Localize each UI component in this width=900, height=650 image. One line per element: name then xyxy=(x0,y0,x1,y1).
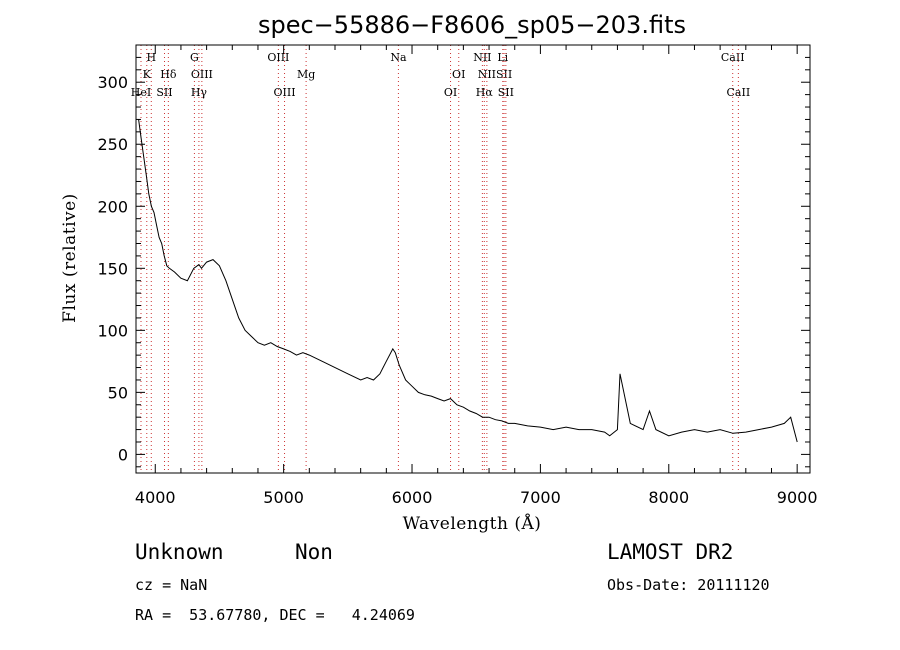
y-tick-label: 200 xyxy=(97,197,128,216)
x-axis-label: Wavelength (Å) xyxy=(403,513,542,534)
y-tick-label: 100 xyxy=(97,321,128,340)
spectral-line-label: H xyxy=(146,51,156,64)
spectral-line-label: NII xyxy=(473,51,491,64)
spectral-line-label: Na xyxy=(390,51,407,64)
y-tick-label: 0 xyxy=(118,445,128,464)
redshift-label: cz = NaN xyxy=(135,576,208,594)
spectral-line-label: OIII xyxy=(191,68,213,81)
y-tick-label: 250 xyxy=(97,135,128,154)
spectral-line-label: NII xyxy=(478,68,496,81)
spectral-line-label: OIII xyxy=(274,86,296,99)
spectral-line-label: K xyxy=(143,68,152,81)
y-axis-label: Flux (relative) xyxy=(60,193,80,323)
y-tick-label: 150 xyxy=(97,259,128,278)
x-tick-label: 4000 xyxy=(135,488,176,507)
spectral-line-label: Hα xyxy=(476,86,494,99)
spectral-line-label: OI xyxy=(444,86,457,99)
class-label: Unknown xyxy=(135,540,224,564)
spectral-line-label: CaII xyxy=(727,86,751,99)
spectral-line-label: SII xyxy=(498,86,514,99)
spectral-line-label: Li xyxy=(497,51,508,64)
obs-date-label: Obs-Date: 20111120 xyxy=(607,576,770,594)
survey-label: LAMOST DR2 xyxy=(607,540,734,564)
axis-ticks: 4000 5000 6000 7000 8000 9000 0 50 100 150 200 250 3… xyxy=(97,44,818,507)
spectrum-line xyxy=(138,119,798,443)
spectral-line-label: CaII xyxy=(721,51,745,64)
x-tick-label: 9000 xyxy=(777,488,818,507)
y-tick-label: 50 xyxy=(108,383,128,402)
spectral-line-label: Mg xyxy=(297,68,315,81)
spectral-line-label: SII xyxy=(496,68,512,81)
spectral-line-label: SII xyxy=(156,86,172,99)
spectral-line-label: OI xyxy=(452,68,465,81)
subclass-label: Non xyxy=(295,540,333,564)
spectral-line-label: Hδ xyxy=(160,68,177,81)
x-tick-label: 7000 xyxy=(520,488,561,507)
coordinates-label: RA = 53.67780, DEC = 4.24069 xyxy=(135,606,415,624)
y-tick-label: 300 xyxy=(97,73,128,92)
spectral-line-label: Hγ xyxy=(191,86,208,99)
spectral-line-label: G xyxy=(190,51,199,64)
x-tick-label: 5000 xyxy=(263,488,304,507)
spectral-line-label: OIII xyxy=(267,51,289,64)
chart-title: spec−55886−F8606_sp05−203.fits xyxy=(258,11,686,39)
plot-frame xyxy=(135,44,811,474)
x-tick-label: 6000 xyxy=(392,488,433,507)
x-tick-label: 8000 xyxy=(648,488,689,507)
spectral-line-label: HeI xyxy=(131,86,151,99)
